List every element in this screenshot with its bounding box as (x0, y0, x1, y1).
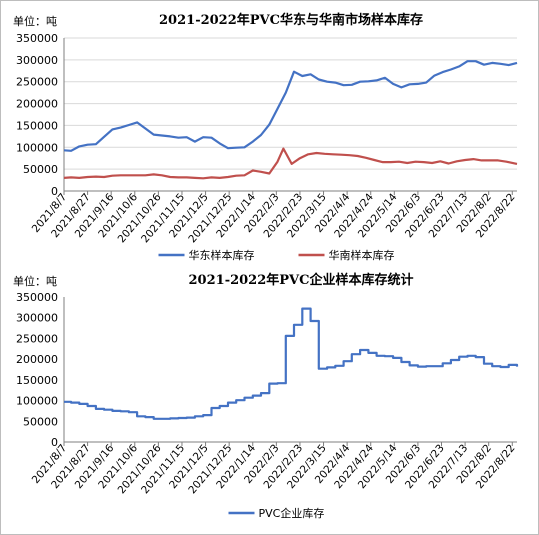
chart1-y-tick-label: 0 (51, 185, 58, 198)
chart2-y-tick-label: 300000 (16, 312, 58, 325)
chart2-y-tick-label: 150000 (16, 374, 58, 387)
chart2-plot: 0 50000 100000 150000 200000 250000 300000 3500… (16, 291, 519, 520)
chart1-y-tick-label: 200000 (16, 98, 58, 111)
chart2-y-tick-label: 100000 (16, 395, 58, 408)
chart1-plot: 0 50000 100000 150000 200000 250000 300000 3500… (16, 32, 518, 262)
chart2-y-tick-label: 50000 (23, 415, 58, 428)
chart2-y-tick-label: 0 (51, 436, 58, 449)
chart2-y-tick-label: 200000 (16, 353, 58, 366)
chart1-unit-label: 单位：吨 (13, 14, 57, 28)
chart1-series-line-1 (63, 60, 518, 152)
chart1-legend-label: 华南样本库存 (329, 248, 395, 262)
chart1-y-tick-label: 250000 (16, 76, 58, 89)
chart1-y-tick-label: 300000 (16, 54, 58, 67)
chart2-legend-label: PVC企业库存 (259, 506, 325, 520)
chart1-title: 2021-2022年PVC华东与华南市场样本库存 (159, 12, 423, 28)
chart2-y-tick-label: 250000 (16, 332, 58, 345)
chart2-title: 2021-2022年PVC企业样本库存统计 (189, 272, 414, 288)
chart1-y-tick-label: 50000 (23, 163, 58, 176)
chart1-y-tick-label: 150000 (16, 119, 58, 132)
chart1-y-tick-label: 350000 (16, 32, 58, 45)
chart2-series-line-1 (64, 307, 519, 420)
chart1-series-line-2 (63, 147, 518, 180)
chart1-legend-label: 华东样本库存 (189, 248, 255, 262)
chart1-y-tick-label: 100000 (16, 141, 58, 154)
chart2-unit-label: 单位：吨 (13, 274, 57, 288)
chart2-y-tick-label: 350000 (16, 291, 58, 304)
